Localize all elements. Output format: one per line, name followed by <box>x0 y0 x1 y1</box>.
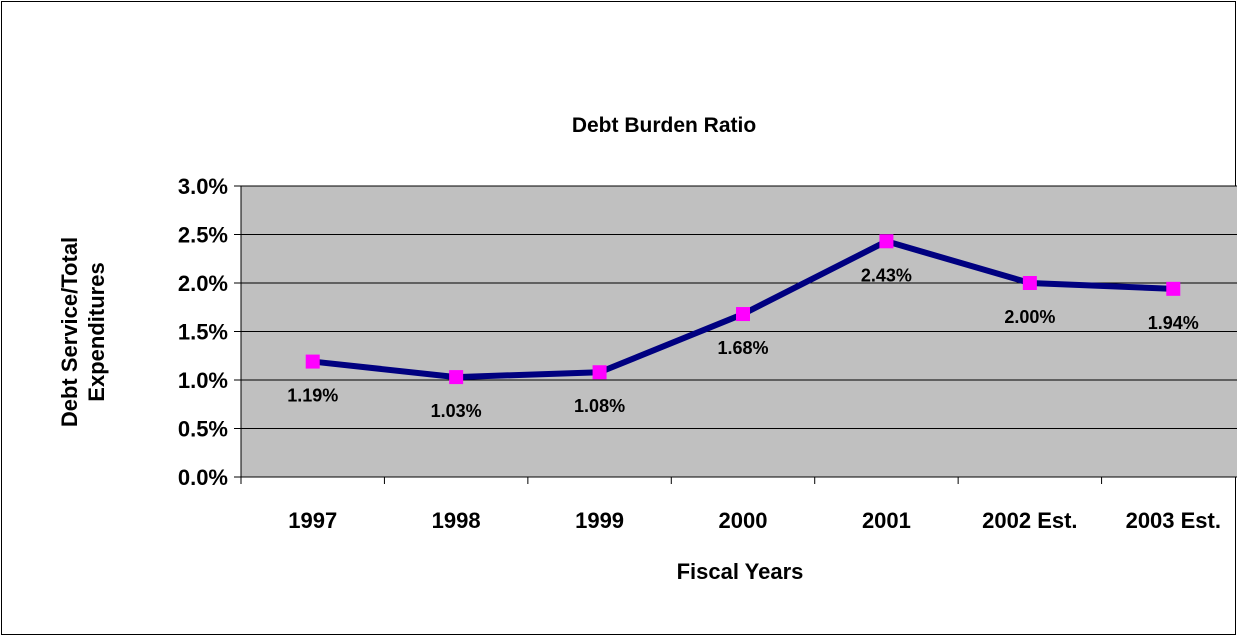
x-tick-label: 2001 <box>862 508 911 533</box>
y-axis-label-line-1: Debt Service/Total <box>57 237 82 427</box>
axes <box>234 185 1237 484</box>
data-label: 1.03% <box>431 401 482 421</box>
data-point-marker <box>1166 281 1181 296</box>
x-tick-labels: 1997 1998 1999 2000 2001 2002 Est. 2003 Est. <box>288 508 1221 533</box>
y-tick-labels: 0.0% 0.5% 1.0% 1.5% 2.0% 2.5% 3.0% <box>178 174 228 490</box>
x-tick-label: 2000 <box>719 508 768 533</box>
y-tick-label: 3.0% <box>178 174 228 199</box>
data-label: 1.08% <box>574 396 625 416</box>
y-tick-label: 0.5% <box>178 417 228 442</box>
data-point-marker <box>592 365 607 380</box>
data-label: 2.00% <box>1004 307 1055 327</box>
data-point-marker <box>736 307 750 322</box>
data-point-marker <box>305 354 320 369</box>
series-debt-burden <box>305 234 1181 385</box>
data-label: 1.94% <box>1148 313 1199 333</box>
x-axis-label: Fiscal Years <box>677 559 804 584</box>
x-tick-label: 2003 Est. <box>1126 508 1221 533</box>
data-point-marker <box>1022 276 1037 290</box>
y-tick-label: 1.5% <box>178 320 228 345</box>
y-tick-label: 2.0% <box>178 271 228 296</box>
x-tick-label: 1998 <box>432 508 481 533</box>
data-label: 1.19% <box>287 386 338 406</box>
data-point-marker <box>449 370 464 385</box>
x-tick-label: 1997 <box>288 508 337 533</box>
x-tick-label: 2002 Est. <box>982 508 1077 533</box>
x-tick-label: 1999 <box>575 508 624 533</box>
data-label: 1.68% <box>717 338 768 358</box>
data-labels: 1.19% 1.03% 1.08% 1.68% 2.43% 2.00% 1.94% <box>287 265 1199 421</box>
gridlines <box>241 185 1237 429</box>
chart-title: Debt Burden Ratio <box>572 114 756 137</box>
data-label: 2.43% <box>861 265 912 285</box>
data-point-marker <box>879 234 894 249</box>
y-tick-label: 1.0% <box>178 368 228 393</box>
y-tick-label: 0.0% <box>178 465 228 490</box>
y-tick-label: 2.5% <box>178 223 228 248</box>
y-axis-label: Debt Service/Total Expenditures <box>57 237 109 427</box>
y-axis-label-line-2: Expenditures <box>84 262 109 401</box>
